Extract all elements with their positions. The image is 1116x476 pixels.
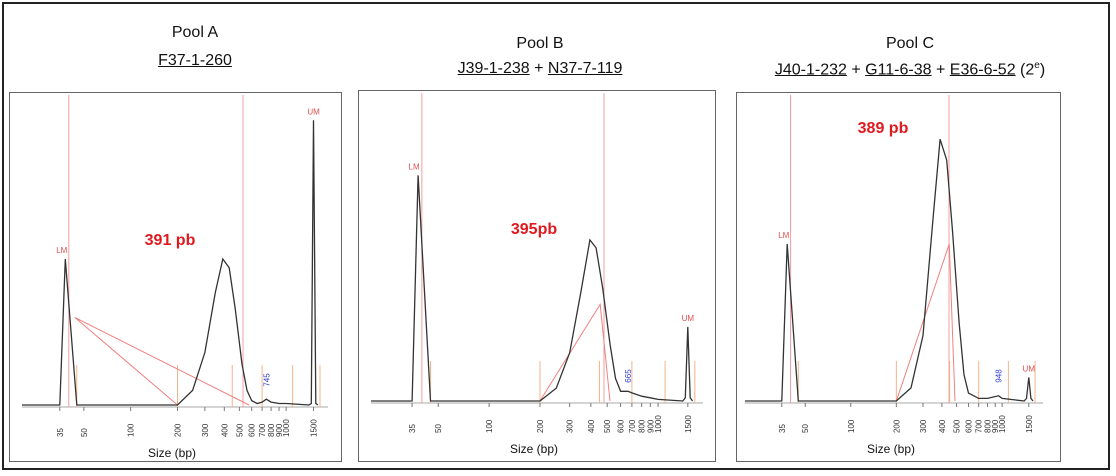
x-tick-label: 50 xyxy=(434,424,443,433)
x-tick-label: 50 xyxy=(801,424,810,433)
x-axis-label: Size (bp) xyxy=(510,442,558,456)
x-tick-label: 800 xyxy=(983,419,992,433)
x-tick-label: 1500 xyxy=(1025,415,1034,433)
subtitle-part: N37-7-119 xyxy=(547,60,623,77)
x-tick-label: 100 xyxy=(485,419,494,433)
subtitle-part: (2 xyxy=(1015,61,1035,79)
pool-a-electropherogram: 391 pb LM UM 745 35 50 100 200 300 400 500 600 700 80… xyxy=(9,92,342,462)
x-tick-label: 100 xyxy=(127,423,136,437)
subtitle-part: + xyxy=(931,61,950,79)
subtitle-superscript: e xyxy=(1034,60,1040,71)
subtitle-part: E36-6-52 xyxy=(949,61,1016,79)
electropherogram-trace xyxy=(22,120,319,406)
marker-label: LM xyxy=(778,231,789,240)
marker-label: UM xyxy=(1023,364,1036,373)
x-tick-label: 200 xyxy=(536,419,545,433)
x-tick-label: 35 xyxy=(56,428,65,437)
subtitle-part: F37-1-260 xyxy=(158,52,232,69)
x-tick-label: 300 xyxy=(919,419,928,433)
x-tick-label: 700 xyxy=(975,419,984,433)
x-tick-label: 300 xyxy=(566,419,575,433)
baseline-fit-line xyxy=(539,302,611,402)
x-tick-label: 600 xyxy=(617,419,626,433)
x-axis-label: Size (bp) xyxy=(148,446,196,460)
subtitle-part: ) xyxy=(1039,61,1046,79)
peak-size-label: 395pb xyxy=(511,221,557,238)
pool-c-title: Pool C xyxy=(885,35,935,52)
marker-label: UM xyxy=(682,314,695,323)
x-tick-label: 400 xyxy=(587,419,596,433)
subtitle-part: + xyxy=(529,60,548,77)
pool-a-plot: 391 pb LM UM 745 35 50 100 200 300 400 500 600 700 80… xyxy=(22,95,328,460)
pool-a-title: Pool A xyxy=(171,24,219,41)
baseline-fit-line xyxy=(895,243,956,402)
baseline-fit-line xyxy=(74,316,250,406)
x-tick-label: 900 xyxy=(646,419,655,433)
pool-b-title: Pool B xyxy=(516,35,564,52)
x-tick-label: 700 xyxy=(628,419,637,433)
x-tick-label: 900 xyxy=(275,423,284,437)
x-tick-label: 35 xyxy=(778,424,787,433)
x-tick-label: 600 xyxy=(965,419,974,433)
x-tick-label: 1000 xyxy=(998,415,1007,433)
x-tick-label: 200 xyxy=(173,423,182,437)
subtitle-part: G11-6-38 xyxy=(865,61,932,79)
x-tick-label: 400 xyxy=(938,419,947,433)
x-tick-label: 1000 xyxy=(282,419,291,437)
marker-label: 948 xyxy=(995,369,1004,383)
marker-label: UM xyxy=(307,107,320,116)
x-tick-label: 1500 xyxy=(310,419,319,437)
x-tick-label: 200 xyxy=(892,419,901,433)
peak-size-label: 389 pb xyxy=(858,120,909,137)
x-tick-label: 800 xyxy=(267,423,276,437)
electropherogram-trace xyxy=(745,139,1034,402)
x-tick-label: 300 xyxy=(201,423,210,437)
x-tick-label: 35 xyxy=(408,424,417,433)
x-tick-label: 50 xyxy=(80,428,89,437)
subtitle-part: + xyxy=(846,61,866,79)
pool-a-subtitle: F37-1-260 xyxy=(110,52,280,70)
x-tick-label: 800 xyxy=(638,419,647,433)
marker-label: 745 xyxy=(262,373,271,387)
x-tick-label: 500 xyxy=(235,423,244,437)
pool-c-plot: 389 pb LM UM 948 35 50 100 200 300 400 500 600 700 80… xyxy=(745,95,1043,456)
marker-label: LM xyxy=(409,162,420,171)
pool-b-plot: 395pb LM UM 665 35 50 100 200 300 400 500 600 700 800… xyxy=(371,93,703,456)
marker-label: LM xyxy=(56,246,67,255)
x-tick-label: 700 xyxy=(258,423,267,437)
x-tick-label: 100 xyxy=(847,419,856,433)
x-tick-label: 1000 xyxy=(654,415,663,433)
x-tick-label: 500 xyxy=(953,419,962,433)
pool-b-electropherogram: 395pb LM UM 665 35 50 100 200 300 400 500 600 700 800… xyxy=(358,90,716,462)
peak-size-label: 391 pb xyxy=(145,232,196,249)
electropherogram-trace xyxy=(371,175,694,402)
pool-c-electropherogram: 389 pb LM UM 948 35 50 100 200 300 400 500 600 700 80… xyxy=(736,92,1061,462)
x-tick-label: 900 xyxy=(991,419,1000,433)
subtitle-part: J39-1-238 xyxy=(457,60,530,77)
x-axis-label: Size (bp) xyxy=(867,442,915,456)
x-tick-label: 500 xyxy=(603,419,612,433)
x-tick-label: 400 xyxy=(220,423,229,437)
marker-label: 665 xyxy=(624,369,633,383)
x-tick-label: 600 xyxy=(248,423,257,437)
x-tick-label: 1500 xyxy=(684,415,693,433)
pool-b-subtitle: J39-1-238 + N37-7-119 xyxy=(400,60,680,78)
pool-c-subtitle: J40-1-232 + G11-6-38 + E36-6-52 (2e) xyxy=(720,60,1100,79)
subtitle-part: J40-1-232 xyxy=(774,61,847,79)
